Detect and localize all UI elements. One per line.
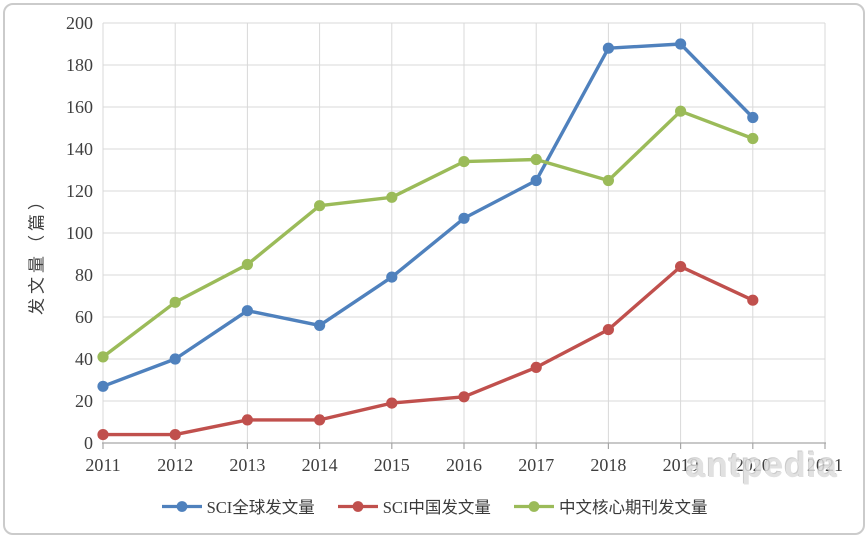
svg-text:2017: 2017: [518, 455, 554, 475]
svg-text:2018: 2018: [590, 455, 626, 475]
svg-text:0: 0: [84, 433, 93, 453]
svg-text:120: 120: [66, 181, 93, 201]
legend-item-sci-china: SCI中国发文量: [337, 494, 491, 518]
svg-text:60: 60: [75, 307, 93, 327]
svg-text:80: 80: [75, 265, 93, 285]
svg-text:2021: 2021: [807, 455, 843, 475]
svg-text:2015: 2015: [374, 455, 410, 475]
legend-line-dot-icon: [513, 500, 554, 512]
svg-text:140: 140: [66, 139, 93, 159]
svg-text:2016: 2016: [446, 455, 482, 475]
svg-text:180: 180: [66, 55, 93, 75]
chart-legend: SCI全球发文量 SCI中国发文量 中文核心期刊发文量: [0, 490, 868, 522]
svg-text:2014: 2014: [302, 455, 338, 475]
svg-text:2019: 2019: [663, 455, 699, 475]
y-axis-title: 发文量（篇）: [27, 189, 47, 315]
svg-text:2011: 2011: [85, 455, 120, 475]
svg-text:40: 40: [75, 349, 93, 369]
svg-text:2012: 2012: [157, 455, 193, 475]
legend-label-chinese-core: 中文核心期刊发文量: [558, 498, 708, 517]
svg-text:100: 100: [66, 223, 93, 243]
legend-line-dot-icon: [161, 500, 202, 512]
chart-frame: [3, 3, 865, 535]
legend-line-dot-icon: [337, 500, 378, 512]
svg-text:160: 160: [66, 97, 93, 117]
legend-label-sci-china: SCI中国发文量: [382, 498, 491, 517]
legend-item-chinese-core: 中文核心期刊发文量: [513, 494, 708, 518]
svg-text:2020: 2020: [735, 455, 771, 475]
legend-label-sci-global: SCI全球发文量: [206, 498, 315, 517]
svg-text:20: 20: [75, 391, 93, 411]
svg-text:2013: 2013: [229, 455, 265, 475]
svg-text:200: 200: [66, 13, 93, 33]
legend-item-sci-global: SCI全球发文量: [161, 494, 315, 518]
